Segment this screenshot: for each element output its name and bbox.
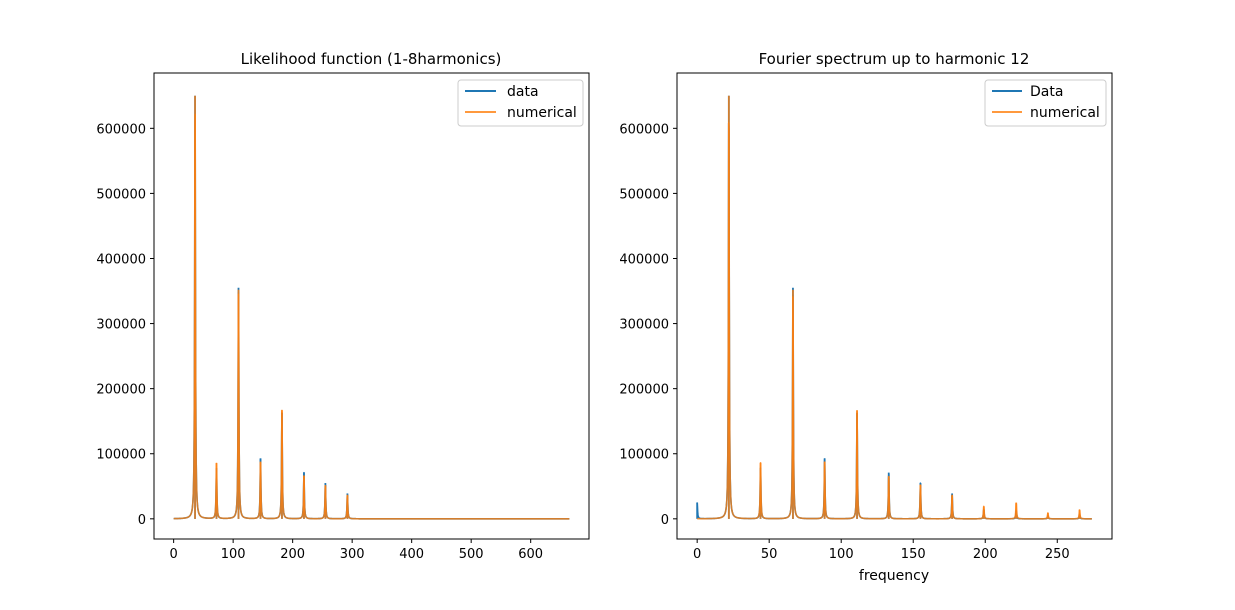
y-tick-label: 500000: [96, 187, 146, 202]
chart-title: Likelihood function (1-8harmonics): [241, 50, 502, 68]
y-tick-label: 100000: [619, 448, 669, 463]
x-tick-label: 200: [280, 547, 305, 562]
x-tick-label: 200: [973, 547, 998, 562]
y-tick-label: 0: [138, 513, 146, 528]
y-tick-label: 300000: [96, 318, 146, 333]
series-lines: [173, 95, 570, 520]
x-tick-label: 300: [340, 547, 365, 562]
legend-label-data: data: [507, 84, 539, 100]
legend-label-numerical: numerical: [1030, 105, 1100, 121]
legend-label-numerical: numerical: [507, 105, 577, 121]
axis-ticks: 0 100 200 300 400 500 600 0 100000 200000 300000 40…: [96, 122, 543, 562]
y-tick-label: 400000: [96, 252, 146, 267]
legend: Data numerical: [984, 79, 1107, 127]
series-line-numerical: [696, 122, 1093, 520]
plot-frame: [153, 72, 590, 540]
y-tick-label: 400000: [619, 252, 669, 267]
y-tick-label: 300000: [619, 318, 669, 333]
x-tick-label: 50: [761, 547, 778, 562]
plot-frame: [676, 72, 1113, 540]
x-tick-label: 100: [221, 547, 246, 562]
y-tick-label: 100000: [96, 448, 146, 463]
x-tick-label: 150: [901, 547, 926, 562]
x-tick-label: 400: [399, 547, 424, 562]
x-tick-label: 0: [693, 547, 701, 562]
y-tick-label: 0: [661, 513, 669, 528]
chart-title: Fourier spectrum up to harmonic 12: [759, 50, 1030, 68]
legend: data numerical: [457, 79, 584, 127]
series-line-numerical: [173, 113, 570, 520]
x-tick-label: 100: [829, 547, 854, 562]
x-tick-label: 600: [518, 547, 543, 562]
chart-fourier-panel: Fourier spectrum up to harmonic 12 0 50 10…: [619, 50, 1113, 584]
x-tick-label: 500: [459, 547, 484, 562]
series-lines: [696, 95, 1093, 520]
y-tick-label: 200000: [619, 383, 669, 398]
legend-label-data: Data: [1030, 84, 1063, 100]
y-tick-label: 200000: [96, 383, 146, 398]
x-axis-label: frequency: [859, 568, 929, 584]
y-tick-label: 500000: [619, 187, 669, 202]
y-tick-label: 600000: [96, 122, 146, 137]
y-tick-label: 600000: [619, 122, 669, 137]
x-tick-label: 250: [1045, 547, 1070, 562]
axis-ticks: 0 50 100 150 200 250 0 100000 200000 300000 400000…: [619, 122, 1069, 562]
x-tick-label: 0: [169, 547, 177, 562]
chart-likelihood-panel: Likelihood function (1-8harmonics) 0 100 2…: [96, 50, 590, 562]
